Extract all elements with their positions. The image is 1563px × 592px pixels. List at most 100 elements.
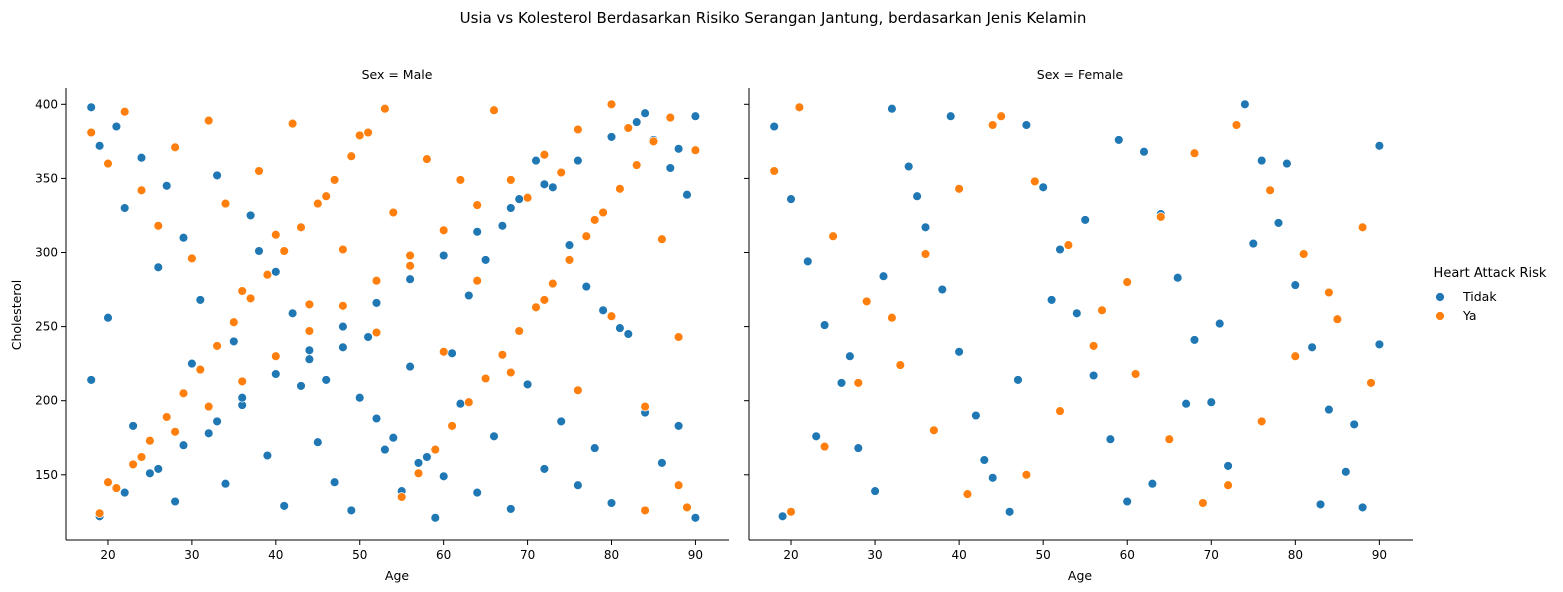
point-male-ya-18 [388, 207, 399, 218]
point-male-ya-43 [195, 364, 206, 375]
point-male-ya-35 [673, 332, 684, 342]
point-female-tidak-13 [987, 473, 998, 483]
point-female-tidak-28 [1240, 99, 1250, 110]
legend-label-tidak: Tidak [1462, 289, 1497, 304]
point-male-ya-67 [598, 207, 608, 218]
point-male-ya-39 [128, 459, 138, 470]
point-male-tidak-49 [279, 501, 289, 511]
x-tick-label-male-90: 90 [688, 548, 703, 562]
point-male-ya-44 [212, 341, 222, 351]
point-male-tidak-62 [497, 221, 508, 231]
point-female-tidak-32 [1307, 342, 1317, 353]
point-male-ya-27 [539, 295, 550, 305]
point-male-tidak-30 [556, 416, 566, 427]
point-male-ya-53 [363, 127, 373, 138]
point-male-tidak-37 [673, 421, 684, 431]
point-male-ya-10 [254, 166, 264, 176]
point-female-ya-4 [895, 360, 906, 370]
point-female-tidak-41 [912, 191, 922, 201]
point-male-tidak-42 [145, 468, 155, 479]
point-female-ya-14 [1231, 120, 1242, 130]
point-male-tidak-91 [640, 108, 650, 118]
point-male-ya-80 [338, 301, 348, 311]
point-male-tidak-80 [271, 369, 281, 379]
point-male-tidak-84 [405, 274, 415, 284]
point-male-ya-22 [455, 175, 466, 185]
point-female-ya-35 [1324, 287, 1334, 298]
point-male-ya-40 [145, 435, 155, 446]
point-male-ya-50 [313, 198, 323, 209]
point-male-tidak-3 [119, 203, 130, 213]
point-female-tidak-12 [971, 410, 981, 421]
point-male-tidak-92 [673, 144, 684, 154]
point-male-ya-82 [405, 250, 415, 261]
point-female-tidak-21 [1122, 496, 1132, 507]
x-tick-label-male-30: 30 [184, 548, 199, 562]
point-female-ya-1 [794, 102, 805, 113]
point-male-ya-9 [237, 286, 247, 296]
point-male-tidak-93 [690, 111, 701, 121]
point-male-ya-85 [506, 175, 516, 185]
point-male-tidak-81 [304, 345, 315, 356]
point-female-ya-33 [1256, 416, 1267, 427]
point-male-tidak-61 [480, 255, 491, 265]
point-female-tidak-55 [1374, 339, 1385, 350]
point-male-tidak-13 [271, 267, 281, 277]
point-male-ya-31 [606, 311, 617, 321]
point-male-ya-15 [338, 244, 348, 255]
point-female-tidak-42 [945, 111, 956, 121]
point-male-tidak-39 [86, 375, 96, 385]
point-male-ya-48 [279, 246, 289, 256]
point-male-tidak-60 [464, 290, 474, 301]
point-male-ya-7 [203, 115, 214, 126]
point-male-ya-54 [380, 103, 390, 114]
point-female-tidak-11 [954, 347, 964, 357]
y-tick-label-400: 400 [35, 97, 58, 111]
point-male-tidak-87 [506, 203, 516, 213]
panel-female: Sex = Female 20 30 40 50 60 70 80 90 Age [744, 67, 1413, 583]
point-male-ya-19 [405, 261, 415, 271]
point-male-tidak-7 [178, 232, 189, 243]
point-female-tidak-4 [836, 378, 847, 388]
point-male-tidak-2 [111, 121, 122, 132]
point-male-tidak-55 [380, 444, 390, 455]
point-male-ya-59 [464, 397, 474, 407]
point-male-tidak-23 [438, 471, 449, 482]
point-male-tidak-79 [237, 392, 247, 403]
points-female [769, 99, 1385, 522]
point-male-tidak-65 [548, 182, 558, 193]
point-female-tidak-45 [1046, 295, 1057, 305]
point-female-tidak-40 [878, 271, 889, 281]
point-female-tidak-0 [769, 121, 779, 132]
point-male-tidak-45 [203, 428, 214, 439]
point-female-tidak-7 [887, 103, 897, 114]
point-male-ya-62 [514, 326, 524, 336]
x-tick-label-male-20: 20 [100, 548, 115, 562]
point-female-tidak-2 [803, 256, 813, 267]
point-female-ya-28 [1088, 341, 1099, 351]
point-male-ya-47 [262, 269, 273, 280]
x-tick-label-female-30: 30 [867, 548, 882, 562]
point-female-ya-30 [1156, 212, 1166, 222]
point-male-tidak-75 [119, 487, 130, 498]
point-female-tidak-54 [1349, 419, 1359, 430]
x-tick-label-female-60: 60 [1120, 548, 1135, 562]
point-male-tidak-24 [455, 398, 466, 409]
point-male-ya-83 [438, 225, 449, 236]
point-female-ya-24 [954, 184, 964, 194]
x-tick-label-male-60: 60 [436, 548, 451, 562]
point-female-ya-26 [1021, 470, 1032, 480]
point-female-ya-15 [1265, 185, 1275, 196]
point-female-tidak-34 [1341, 467, 1351, 477]
point-male-ya-37 [94, 508, 105, 519]
point-female-tidak-20 [1105, 434, 1116, 444]
panel-male: Sex = Male 20 30 40 50 60 70 80 90 150 200 250 300 3… [9, 67, 729, 583]
point-female-tidak-50 [1214, 318, 1225, 329]
point-female-ya-3 [861, 296, 872, 307]
point-male-ya-20 [422, 154, 432, 164]
point-female-ya-36 [1357, 222, 1368, 233]
point-female-tidak-17 [1055, 244, 1065, 255]
point-male-tidak-5 [153, 262, 164, 273]
point-male-tidak-85 [438, 250, 449, 261]
point-female-tidak-22 [1139, 146, 1149, 157]
